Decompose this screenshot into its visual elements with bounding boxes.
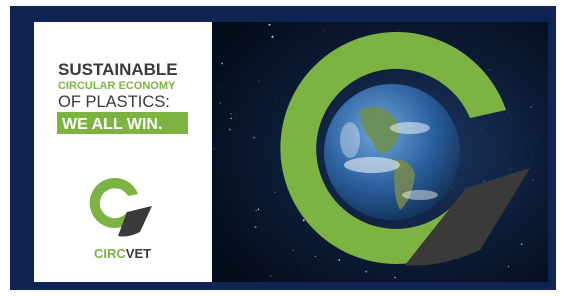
star bbox=[323, 31, 324, 32]
star bbox=[508, 112, 509, 113]
banner: SUSTAINABLE CIRCULAR ECONOMY OF PLASTICS… bbox=[0, 0, 564, 296]
star bbox=[303, 219, 305, 221]
star bbox=[270, 276, 271, 277]
star bbox=[229, 129, 231, 131]
star bbox=[235, 115, 236, 116]
star bbox=[530, 107, 531, 108]
star bbox=[270, 33, 271, 34]
star bbox=[269, 24, 271, 26]
star bbox=[510, 169, 511, 170]
star bbox=[476, 59, 477, 60]
star bbox=[220, 103, 222, 105]
page: {"headline": {"line1": "SUSTAINABLE", "l… bbox=[0, 0, 564, 296]
star bbox=[239, 249, 240, 250]
star bbox=[271, 36, 273, 38]
star bbox=[533, 179, 534, 180]
star bbox=[521, 243, 523, 245]
star bbox=[315, 256, 317, 258]
star bbox=[508, 266, 509, 267]
star bbox=[489, 69, 490, 70]
star bbox=[365, 271, 367, 273]
star bbox=[276, 102, 277, 103]
star bbox=[330, 113, 331, 114]
star bbox=[231, 118, 232, 119]
logo-part: VET bbox=[126, 246, 151, 261]
star bbox=[452, 187, 453, 188]
star bbox=[275, 192, 276, 193]
star bbox=[218, 86, 219, 87]
star bbox=[230, 113, 231, 114]
star bbox=[394, 277, 396, 279]
star bbox=[339, 259, 341, 261]
headline-line: WE ALL WIN. bbox=[62, 116, 162, 133]
star bbox=[221, 63, 223, 65]
star bbox=[255, 210, 257, 212]
star bbox=[532, 155, 533, 156]
headline-line: OF PLASTICS: bbox=[58, 93, 170, 111]
star bbox=[253, 137, 255, 139]
headline-line: CIRCULAR ECONOMY bbox=[58, 80, 176, 92]
star bbox=[258, 81, 259, 82]
logo-part: CIRC bbox=[94, 246, 126, 261]
headline-line: SUSTAINABLE bbox=[58, 60, 178, 79]
star bbox=[484, 181, 485, 182]
star bbox=[293, 250, 294, 251]
logo-text: CIRCVET bbox=[94, 246, 151, 261]
star bbox=[398, 30, 399, 31]
star bbox=[302, 269, 303, 270]
star bbox=[255, 226, 257, 228]
star bbox=[213, 148, 214, 149]
star bbox=[258, 209, 260, 211]
star bbox=[280, 159, 281, 160]
star bbox=[480, 129, 481, 130]
